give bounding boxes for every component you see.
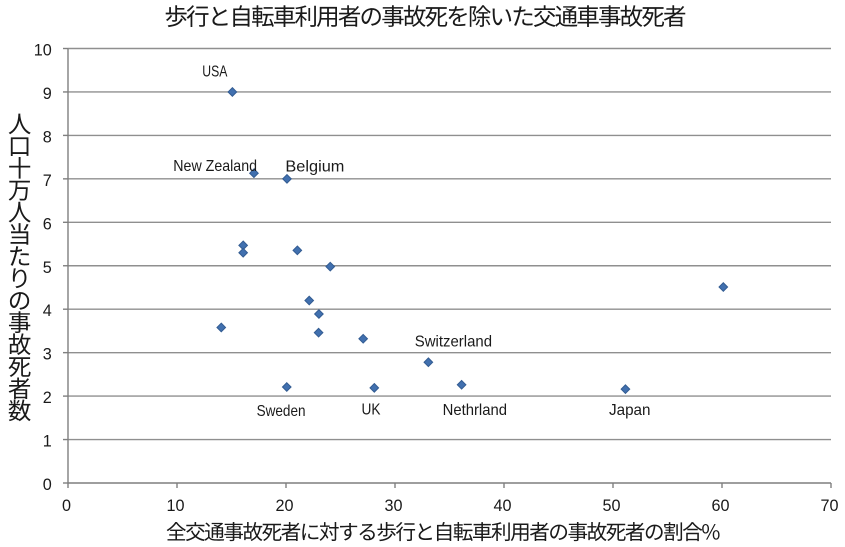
svg-text:6: 6 [43, 215, 52, 233]
svg-text:Belgium: Belgium [285, 159, 344, 176]
svg-text:70: 70 [820, 497, 838, 515]
svg-text:1: 1 [43, 433, 52, 451]
svg-text:Nethrland: Nethrland [443, 402, 507, 419]
svg-text:7: 7 [43, 172, 52, 190]
svg-text:60: 60 [711, 497, 729, 515]
svg-text:UK: UK [362, 402, 381, 419]
svg-text:2: 2 [43, 389, 52, 407]
svg-text:9: 9 [43, 85, 52, 103]
svg-text:Sweden: Sweden [257, 403, 306, 420]
svg-text:40: 40 [493, 497, 511, 515]
svg-text:20: 20 [275, 497, 293, 515]
svg-text:USA: USA [202, 64, 227, 81]
svg-text:30: 30 [384, 497, 402, 515]
svg-text:3: 3 [43, 346, 52, 364]
svg-text:Japan: Japan [609, 402, 651, 419]
svg-text:10: 10 [34, 42, 52, 60]
svg-text:New Zealand: New Zealand [173, 158, 257, 175]
svg-text:8: 8 [43, 128, 52, 146]
svg-text:Switzerland: Switzerland [415, 334, 492, 351]
svg-text:0: 0 [43, 476, 52, 494]
svg-text:5: 5 [43, 259, 52, 277]
svg-text:10: 10 [166, 497, 184, 515]
svg-text:50: 50 [602, 497, 620, 515]
svg-text:0: 0 [62, 497, 71, 515]
svg-text:4: 4 [43, 302, 52, 320]
